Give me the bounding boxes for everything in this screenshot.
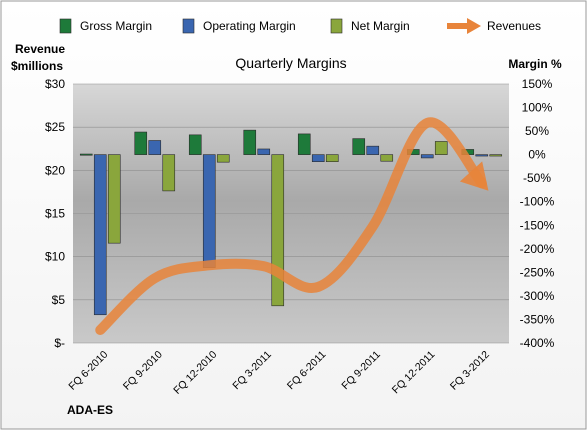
right-tick-label: -150% <box>520 218 555 232</box>
bar-gross-margin <box>243 129 257 155</box>
legend-label: Gross Margin <box>80 19 152 33</box>
bar-operating-margin <box>366 145 380 155</box>
bar-gross-margin <box>297 133 311 155</box>
right-tick-label: -200% <box>520 242 555 256</box>
revenue-line-arrowhead <box>459 161 489 191</box>
right-axis-ticks: 150% 100% 50% 0% -50% -100% -150% -200% -250% -30… <box>520 77 555 350</box>
bar-gross-margin <box>188 134 202 155</box>
revenue-line <box>95 117 487 336</box>
right-tick-label: -400% <box>520 336 555 350</box>
legend-swatch-gross-margin <box>59 18 72 34</box>
right-tick-label: -350% <box>520 312 555 326</box>
left-tick-label: $25 <box>45 120 65 134</box>
right-tick-label: 50% <box>525 124 549 138</box>
left-tick-label: $30 <box>45 77 65 91</box>
bar-net-margin <box>216 154 230 163</box>
left-tick-label: $10 <box>45 250 65 264</box>
bar-operating-margin <box>311 154 325 163</box>
right-tick-label: -250% <box>520 265 555 279</box>
left-tick-label: $- <box>54 336 65 350</box>
right-tick-label: 150% <box>522 77 553 91</box>
right-axis-label: Margin % <box>508 57 562 71</box>
bar-operating-margin <box>257 148 271 155</box>
bar-net-margin <box>380 154 394 162</box>
footer-label: ADA-ES <box>67 403 113 417</box>
bar-net-margin <box>107 154 121 244</box>
legend-swatch-net-margin <box>330 18 343 34</box>
bar-net-margin <box>434 141 448 155</box>
left-tick-label: $15 <box>45 207 65 221</box>
left-tick-label: $5 <box>52 293 66 307</box>
revenue-line-layer <box>95 117 489 336</box>
bar-net-margin <box>162 154 176 192</box>
left-axis-label-line2: $millions <box>11 59 63 73</box>
left-tick-label: $20 <box>45 163 65 177</box>
bar-operating-margin <box>93 154 107 316</box>
bar-net-margin <box>325 154 339 163</box>
legend-swatch-revenues-arrow <box>467 18 481 34</box>
bar-operating-margin <box>420 154 434 159</box>
chart-title: Quarterly Margins <box>235 55 346 71</box>
bar-gross-margin <box>79 153 93 156</box>
right-tick-label: -100% <box>520 195 555 209</box>
right-tick-label: 100% <box>522 101 553 115</box>
bar-operating-margin <box>475 154 489 157</box>
legend: Gross Margin Operating Margin Net Margin Re… <box>59 18 541 34</box>
bar-net-margin <box>489 154 503 157</box>
legend-label: Operating Margin <box>203 19 296 33</box>
right-tick-label: -300% <box>520 289 555 303</box>
right-tick-label: 0% <box>528 148 546 162</box>
legend-swatch-operating-margin <box>182 18 195 34</box>
left-axis-label-line1: Revenue <box>15 42 65 56</box>
bar-operating-margin <box>202 154 216 268</box>
bar-gross-margin <box>352 138 366 155</box>
left-axis-ticks: $- $5 $10 $15 $20 $25 $30 <box>45 77 65 350</box>
legend-label: Net Margin <box>351 19 410 33</box>
bar-net-margin <box>271 154 285 307</box>
bar-operating-margin <box>148 140 162 155</box>
bar-gross-margin <box>134 131 148 155</box>
right-tick-label: -50% <box>523 171 551 185</box>
legend-label: Revenues <box>487 19 541 33</box>
